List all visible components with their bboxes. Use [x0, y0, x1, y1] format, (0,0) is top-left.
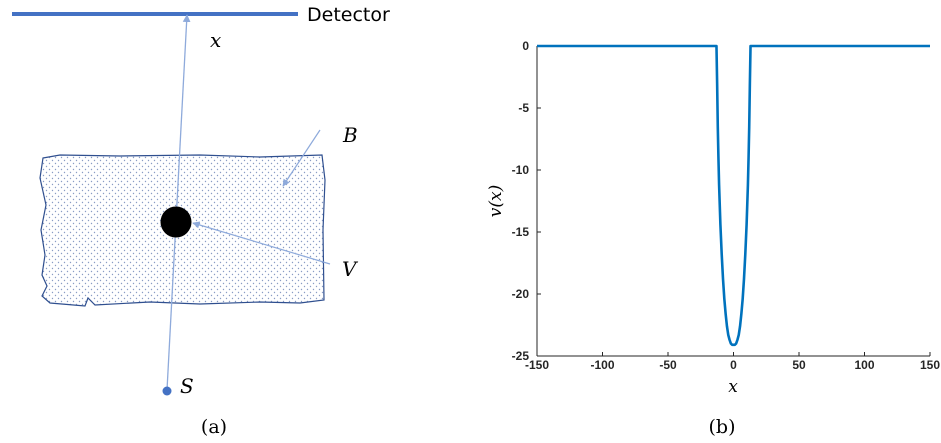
chart-y-axis-label: v(x): [486, 185, 506, 217]
panel-a: Detector x B V S (a): [12, 4, 390, 438]
source-s: [163, 387, 172, 396]
caption-a: (a): [201, 416, 227, 438]
x-tick-label: 50: [792, 358, 806, 372]
y-tick-label: -10: [512, 163, 530, 177]
y-tick-label: -20: [512, 287, 530, 301]
caption-b: (b): [709, 416, 736, 438]
inclusion-v: [161, 207, 192, 238]
y-tick-label: -25: [512, 349, 530, 363]
y-tick-label: -5: [518, 101, 529, 115]
y-tick-label: -15: [512, 225, 530, 239]
x-tick-label: 0: [730, 358, 737, 372]
x-tick-label: -50: [659, 358, 677, 372]
chart-x-axis-label: x: [728, 377, 738, 397]
series-line-0: [537, 46, 930, 345]
label-s: S: [180, 374, 194, 398]
label-b: B: [342, 123, 358, 147]
detector-x-label: x: [210, 28, 221, 52]
x-tick-label: 150: [920, 358, 940, 372]
x-tick-label: -100: [590, 358, 614, 372]
x-tick-label: 100: [854, 358, 874, 372]
label-v: V: [342, 257, 359, 281]
detector-label: Detector: [307, 4, 390, 26]
y-tick-label: 0: [522, 39, 529, 53]
chart-lines: [537, 46, 930, 345]
chart-axes: [537, 46, 930, 356]
